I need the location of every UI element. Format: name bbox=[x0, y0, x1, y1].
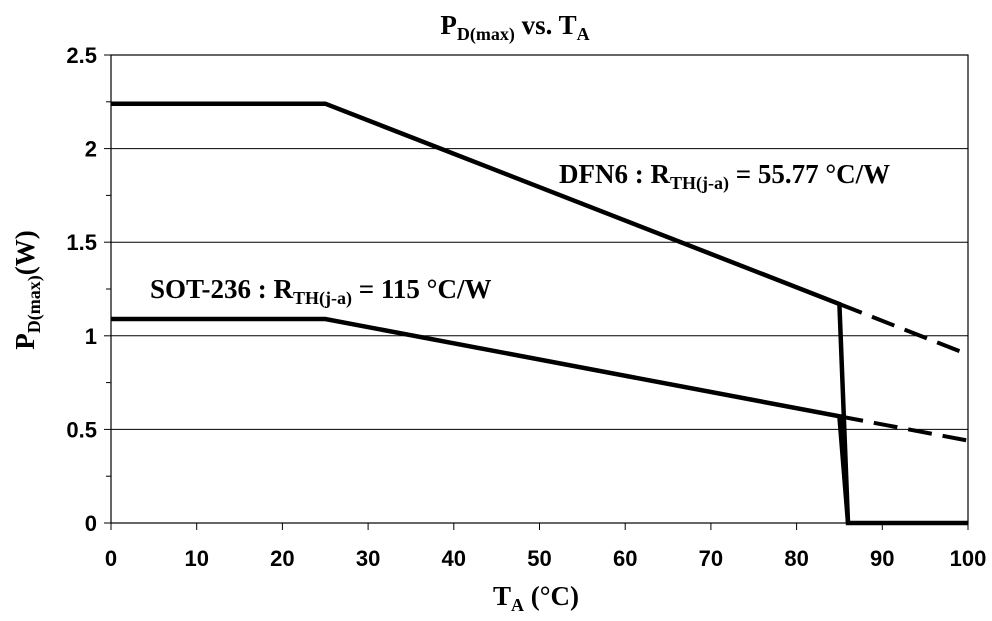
y-tick-label: 1.5 bbox=[66, 230, 97, 255]
series-0-dashed-line bbox=[838, 302, 969, 357]
x-tick-labels: 0 10 20 30 40 50 60 70 80 90 100 bbox=[105, 546, 986, 571]
y-tick-label: 2.5 bbox=[66, 43, 97, 68]
axis-ticks bbox=[104, 54, 969, 530]
series-lines bbox=[111, 101, 969, 526]
x-tick-label: 40 bbox=[442, 546, 466, 571]
y-axis-label: PD(max)(W) bbox=[10, 230, 45, 349]
y-tick-label: 0.5 bbox=[66, 417, 97, 442]
grid-lines bbox=[111, 148, 968, 430]
x-axis-label: TA (°C) bbox=[493, 581, 579, 615]
y-tick-labels: 0 0.5 1 1.5 2 2.5 bbox=[66, 43, 97, 536]
series-label-sot236: SOT-236 : RTH(j-a) = 115 °C/W bbox=[150, 274, 491, 309]
x-tick-label: 0 bbox=[105, 546, 117, 571]
x-tick-label: 60 bbox=[613, 546, 637, 571]
series-label-dfn6: DFN6 : RTH(j-a) = 55.77 °C/W bbox=[559, 159, 890, 194]
y-tick-label: 1 bbox=[85, 324, 97, 349]
x-tick-label: 80 bbox=[784, 546, 808, 571]
y-tick-label: 0 bbox=[85, 511, 97, 536]
x-tick-label: 10 bbox=[184, 546, 208, 571]
x-tick-label: 50 bbox=[527, 546, 551, 571]
series-1-dashed-line bbox=[839, 414, 969, 443]
x-tick-label: 90 bbox=[870, 546, 894, 571]
series-1-solid-line bbox=[111, 316, 851, 524]
x-tick-label: 70 bbox=[699, 546, 723, 571]
x-tick-label: 20 bbox=[270, 546, 294, 571]
x-tick-label: 30 bbox=[356, 546, 380, 571]
x-tick-label: 100 bbox=[950, 546, 987, 571]
y-tick-label: 2 bbox=[85, 137, 97, 162]
chart-title: PD(max) vs. TA bbox=[440, 10, 589, 45]
